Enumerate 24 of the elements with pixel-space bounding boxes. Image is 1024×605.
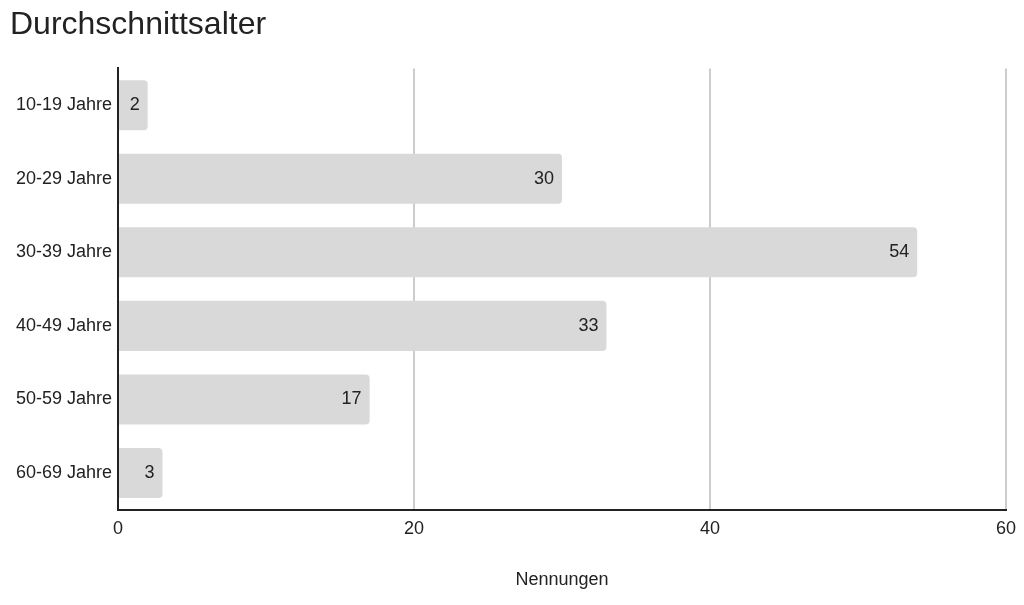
- bar: [119, 300, 607, 351]
- y-tick-label: 60-69 Jahre: [15, 461, 113, 482]
- x-tick-label: 20: [404, 517, 425, 538]
- data-label: 3: [144, 461, 155, 482]
- bar: [119, 448, 163, 499]
- x-tick-label: 60: [995, 517, 1016, 538]
- x-tick-label: 40: [700, 517, 721, 538]
- y-tick-label: 40-49 Jahre: [15, 314, 113, 335]
- y-tick-label: 50-59 Jahre: [15, 388, 113, 409]
- data-label: 17: [341, 388, 362, 409]
- data-label: 2: [129, 94, 140, 115]
- x-axis-title: Nennungen: [515, 569, 609, 590]
- x-tick-label: 0: [113, 517, 124, 538]
- data-label: 54: [889, 241, 910, 262]
- y-tick-label: 20-29 Jahre: [15, 167, 113, 188]
- bar: [119, 153, 563, 204]
- data-label: 30: [534, 167, 555, 188]
- bar: [119, 227, 918, 278]
- bar: [119, 80, 148, 131]
- y-tick-label: 10-19 Jahre: [15, 94, 113, 115]
- chart-title: Durchschnittsalter: [10, 5, 267, 42]
- y-tick-label: 30-39 Jahre: [15, 241, 113, 262]
- bar: [119, 374, 370, 425]
- data-label: 33: [578, 314, 599, 335]
